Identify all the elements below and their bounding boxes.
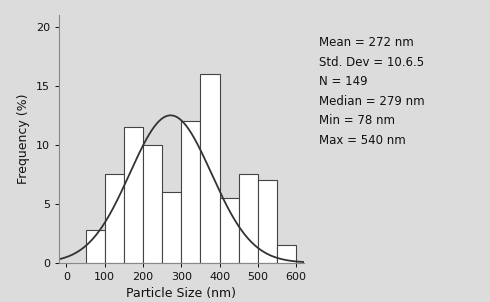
Bar xyxy=(200,74,220,263)
Y-axis label: Frequency (%): Frequency (%) xyxy=(17,94,30,184)
Bar xyxy=(105,174,124,263)
Bar xyxy=(277,245,296,263)
X-axis label: Particle Size (nm): Particle Size (nm) xyxy=(126,287,236,300)
Bar xyxy=(220,198,239,263)
Bar xyxy=(86,230,105,263)
Bar xyxy=(258,180,277,263)
Bar xyxy=(162,192,181,263)
Bar xyxy=(181,121,200,263)
Bar xyxy=(124,127,143,263)
Text: Mean = 272 nm
Std. Dev = 10.6.5
N = 149
Median = 279 nm
Min = 78 nm
Max = 540 nm: Mean = 272 nm Std. Dev = 10.6.5 N = 149 … xyxy=(318,36,424,147)
Bar xyxy=(239,174,258,263)
Bar xyxy=(143,145,162,263)
